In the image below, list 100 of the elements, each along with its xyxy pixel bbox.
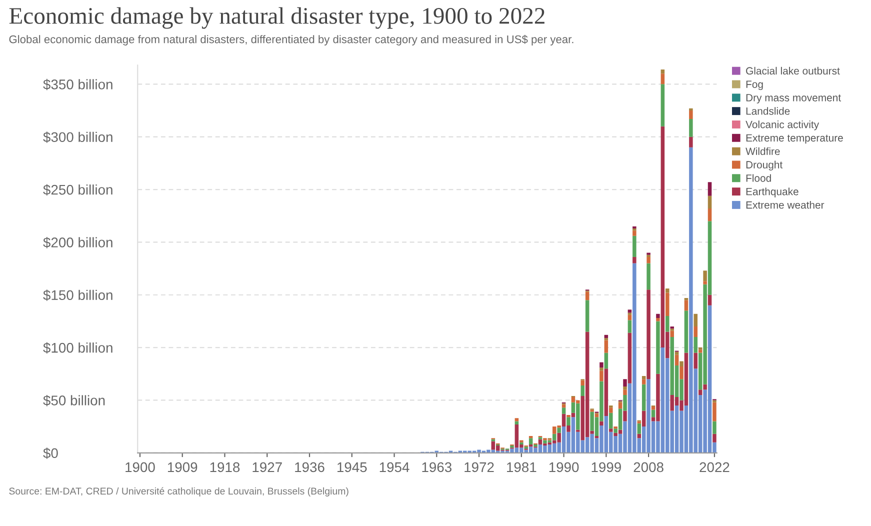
legend-label: Extreme weather: [746, 201, 824, 209]
y-tick-label: $200 billion: [43, 236, 112, 248]
bar: [666, 288, 670, 293]
legend-label: Earthquake: [746, 188, 798, 198]
bar: [646, 290, 650, 380]
bar: [600, 362, 604, 368]
x-tick-label: 1963: [422, 462, 452, 472]
legend-label: Dry mass movement: [746, 94, 841, 104]
bar: [604, 352, 608, 369]
bar: [608, 412, 613, 429]
bar: [656, 314, 660, 318]
x-tick-label: 1936: [295, 462, 324, 472]
bar: [642, 384, 646, 411]
bar: [608, 408, 613, 413]
chart-title: Economic damage by natural disaster type, 1900 to 2022: [9, 7, 544, 29]
y-tick-label: $350 billion: [43, 78, 112, 90]
bar: [660, 74, 665, 84]
bar: [628, 332, 632, 384]
bar: [689, 118, 693, 137]
bar: [680, 361, 684, 367]
x-tick-label: 1945: [337, 462, 367, 472]
bar: [623, 386, 627, 390]
bar: [694, 337, 698, 353]
legend-label: Wildfire: [746, 147, 780, 156]
bar: [708, 294, 712, 306]
bar: [689, 136, 693, 148]
y-tick-label: $250 billion: [43, 184, 112, 196]
bar: [608, 405, 613, 408]
bar: [600, 421, 604, 426]
bar: [637, 434, 642, 438]
legend-label: Extreme temperature: [746, 134, 843, 144]
bar: [703, 281, 707, 284]
bar: [566, 417, 570, 426]
x-tick-label: 1954: [380, 462, 410, 472]
bar: [646, 256, 650, 264]
x-tick-label: 1972: [464, 462, 494, 472]
y-tick-label: $0: [43, 448, 58, 459]
bar: [656, 321, 660, 374]
bar: [684, 300, 688, 311]
x-tick-label: 2008: [634, 462, 664, 472]
bar: [708, 182, 712, 196]
bar: [666, 292, 670, 316]
bar: [646, 263, 650, 290]
bar: [623, 379, 627, 387]
legend-label: Glacial lake outburst: [746, 66, 840, 75]
bar: [656, 318, 660, 322]
legend-label: Volcanic activity: [746, 120, 820, 130]
bar: [642, 410, 646, 427]
bar: [600, 368, 604, 371]
bar: [680, 366, 684, 380]
bar: [514, 418, 519, 422]
bar: [632, 236, 636, 257]
bar: [632, 230, 636, 236]
bar: [608, 428, 613, 432]
bar: [689, 108, 693, 111]
x-tick-label: 1990: [549, 462, 579, 472]
bar: [708, 208, 712, 222]
bar: [694, 314, 698, 326]
bar: [628, 320, 632, 333]
bar: [632, 256, 636, 264]
x-tick-label: 1909: [168, 462, 198, 472]
bar: [628, 310, 632, 313]
bar: [632, 226, 636, 229]
bar: [552, 434, 556, 440]
bar: [712, 402, 716, 422]
bar: [557, 428, 561, 433]
bar: [566, 414, 570, 418]
bar: [534, 444, 538, 447]
bar: [694, 352, 698, 369]
bar: [585, 300, 590, 332]
bar: [623, 390, 627, 395]
bar: [623, 410, 627, 422]
source-note: Source: EM-DAT, CRED / Université catholique de Louvain, Brussels (Belgium): [9, 487, 348, 496]
bar: [712, 421, 716, 434]
bar: [703, 384, 707, 390]
y-tick-label: $50 billion: [43, 394, 105, 406]
bar: [604, 340, 608, 353]
bar: [651, 410, 656, 418]
bar: [528, 438, 533, 444]
bar: [666, 316, 670, 332]
bar: [698, 350, 702, 353]
y-tick-label: $300 billion: [43, 132, 112, 143]
x-tick-label: 1999: [592, 462, 621, 472]
bar: [637, 423, 642, 434]
x-tick-label: 1918: [210, 462, 240, 472]
y-tick-label: $150 billion: [43, 290, 112, 301]
bar: [712, 434, 716, 442]
bar: [684, 310, 688, 353]
x-tick-label: 2022: [700, 462, 730, 472]
bar: [604, 368, 608, 416]
y-tick-label: $100 billion: [43, 342, 112, 354]
bar: [674, 354, 679, 366]
bar: [660, 84, 665, 126]
bar: [703, 270, 707, 282]
x-tick-label: 1927: [252, 462, 282, 472]
bar: [689, 110, 693, 119]
x-tick-label: 1981: [507, 462, 536, 472]
bar: [642, 379, 646, 384]
chart-subtitle: Global economic damage from natural disasters, differentiated by disaster category and measured in US$ per year.: [9, 34, 574, 46]
bar: [708, 196, 712, 208]
